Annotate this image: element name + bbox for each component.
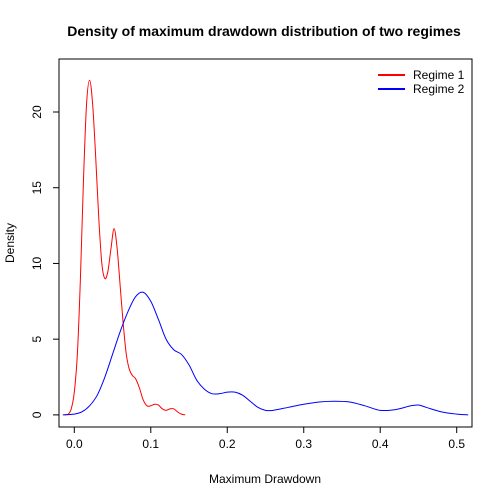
chart-title: Density of maximum drawdown distribution… xyxy=(67,23,461,39)
x-axis-label: Maximum Drawdown xyxy=(209,472,321,486)
y-tick-label: 0 xyxy=(30,411,44,418)
legend-label-2: Regime 2 xyxy=(413,82,465,96)
series-line-2 xyxy=(62,291,469,416)
series-layer xyxy=(62,79,469,416)
plot-frame xyxy=(58,58,473,428)
y-tick-label: 10 xyxy=(30,256,44,270)
x-tick-label: 0.0 xyxy=(66,437,83,451)
y-tick-label: 5 xyxy=(30,336,44,343)
series-line-1 xyxy=(64,79,186,416)
x-tick-label: 0.3 xyxy=(295,437,312,451)
legend-label-1: Regime 1 xyxy=(413,68,465,82)
x-tick-label: 0.1 xyxy=(142,437,159,451)
y-axis: 0 5 10 15 20 xyxy=(30,105,59,418)
y-axis-label: Density xyxy=(3,223,17,263)
x-tick-label: 0.5 xyxy=(448,437,465,451)
x-tick-label: 0.2 xyxy=(219,437,236,451)
x-axis: 0.0 0.1 0.2 0.3 0.4 0.5 xyxy=(66,427,465,451)
y-tick-label: 15 xyxy=(30,181,44,195)
x-tick-label: 0.4 xyxy=(372,437,389,451)
y-tick-label: 20 xyxy=(30,105,44,119)
